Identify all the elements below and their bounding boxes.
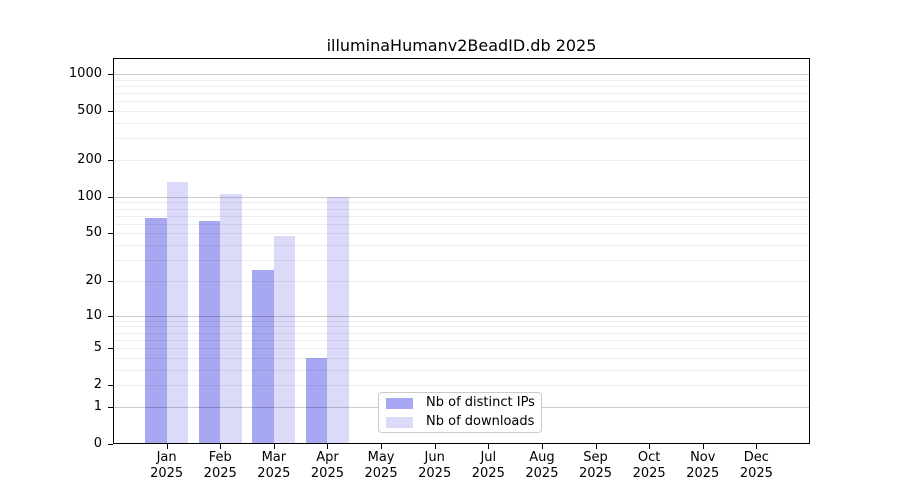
gridline-50 — [113, 233, 810, 234]
gridline-30 — [113, 260, 810, 261]
y-tick-0 — [108, 444, 113, 445]
y-tick-1000 — [108, 74, 113, 75]
y-tick-500 — [108, 111, 113, 112]
gridline-70 — [113, 216, 810, 217]
x-tick-label-aug: Aug 2025 — [525, 450, 559, 481]
y-tick-label-100: 100 — [77, 188, 102, 204]
bar-distinct-ips-mar — [252, 269, 274, 444]
gridline-100 — [113, 197, 810, 198]
x-tick-label-jun: Jun 2025 — [418, 450, 452, 481]
y-tick-2 — [108, 385, 113, 386]
x-tick-dec — [756, 444, 757, 449]
y-tick-label-20: 20 — [85, 272, 102, 288]
gridline-600 — [113, 101, 810, 102]
legend-item-downloads: Nb of downloads — [386, 414, 534, 430]
legend-swatch-distinct-ips — [386, 397, 413, 409]
bar-distinct-ips-apr — [305, 357, 328, 444]
legend: Nb of distinct IPs Nb of downloads — [378, 392, 542, 433]
gridline-3 — [113, 370, 810, 371]
y-tick-label-200: 200 — [77, 152, 102, 168]
y-tick-label-0: 0 — [93, 436, 102, 451]
x-tick-jul — [488, 444, 489, 449]
gridline-300 — [113, 138, 810, 139]
bar-downloads-jan — [166, 182, 189, 444]
gridline-20 — [113, 281, 810, 282]
bar-downloads-mar — [273, 235, 296, 444]
x-tick-label-oct: Oct 2025 — [632, 450, 666, 481]
y-tick-5 — [108, 348, 113, 349]
gridline-9 — [113, 321, 810, 322]
x-tick-label-jul: Jul 2025 — [471, 450, 505, 481]
gridline-900 — [113, 80, 810, 81]
legend-swatch-downloads — [386, 416, 413, 428]
gridline-5 — [113, 348, 810, 349]
bar-distinct-ips-jan — [145, 218, 167, 444]
x-tick-label-mar: Mar 2025 — [257, 450, 291, 481]
gridline-80 — [113, 209, 810, 210]
x-tick-mar — [274, 444, 275, 449]
gridline-90 — [113, 202, 810, 203]
y-tick-50 — [108, 233, 113, 234]
x-tick-label-nov: Nov 2025 — [686, 450, 720, 481]
y-tick-200 — [108, 160, 113, 161]
gridline-4 — [113, 358, 810, 359]
gridline-200 — [113, 160, 810, 161]
x-tick-label-dec: Dec 2025 — [739, 450, 773, 481]
gridline-1000 — [113, 74, 810, 75]
gridline-400 — [113, 123, 810, 124]
gridline-40 — [113, 245, 810, 246]
y-tick-label-2: 2 — [93, 377, 102, 393]
x-tick-feb — [220, 444, 221, 449]
x-tick-jun — [435, 444, 436, 449]
chart-title: illuminaHumanv2BeadID.db 2025 — [326, 36, 597, 55]
gridline-2 — [113, 385, 810, 386]
y-tick-label-10: 10 — [85, 307, 102, 323]
y-tick-label-1000: 1000 — [68, 66, 102, 82]
gridline-60 — [113, 224, 810, 225]
legend-label-downloads: Nb of downloads — [426, 414, 535, 429]
y-tick-label-50: 50 — [85, 225, 102, 241]
x-tick-label-may: May 2025 — [364, 450, 398, 481]
bar-downloads-apr — [327, 196, 349, 444]
bar-distinct-ips-feb — [198, 220, 221, 444]
y-tick-label-5: 5 — [93, 340, 102, 356]
legend-item-distinct-ips: Nb of distinct IPs — [386, 395, 535, 411]
y-tick-10 — [108, 316, 113, 317]
x-tick-label-feb: Feb 2025 — [203, 450, 237, 481]
x-tick-oct — [649, 444, 650, 449]
bar-downloads-feb — [220, 193, 242, 444]
x-tick-nov — [703, 444, 704, 449]
gridline-10 — [113, 316, 810, 317]
gridline-8 — [113, 326, 810, 327]
x-tick-jan — [167, 444, 168, 449]
legend-label-distinct-ips: Nb of distinct IPs — [426, 395, 535, 410]
gridline-500 — [113, 111, 810, 112]
y-tick-100 — [108, 197, 113, 198]
gridline-6 — [113, 340, 810, 341]
x-tick-label-jan: Jan 2025 — [150, 450, 184, 481]
y-tick-1 — [108, 407, 113, 408]
gridline-7 — [113, 333, 810, 334]
x-tick-aug — [542, 444, 543, 449]
x-tick-apr — [327, 444, 328, 449]
y-tick-label-500: 500 — [77, 103, 102, 119]
gridline-700 — [113, 93, 810, 94]
gridline-800 — [113, 86, 810, 87]
y-tick-label-1: 1 — [93, 398, 102, 414]
x-tick-label-apr: Apr 2025 — [310, 450, 344, 481]
y-tick-20 — [108, 281, 113, 282]
x-tick-label-sep: Sep 2025 — [578, 450, 613, 481]
x-tick-may — [381, 444, 382, 449]
x-tick-sep — [596, 444, 597, 449]
